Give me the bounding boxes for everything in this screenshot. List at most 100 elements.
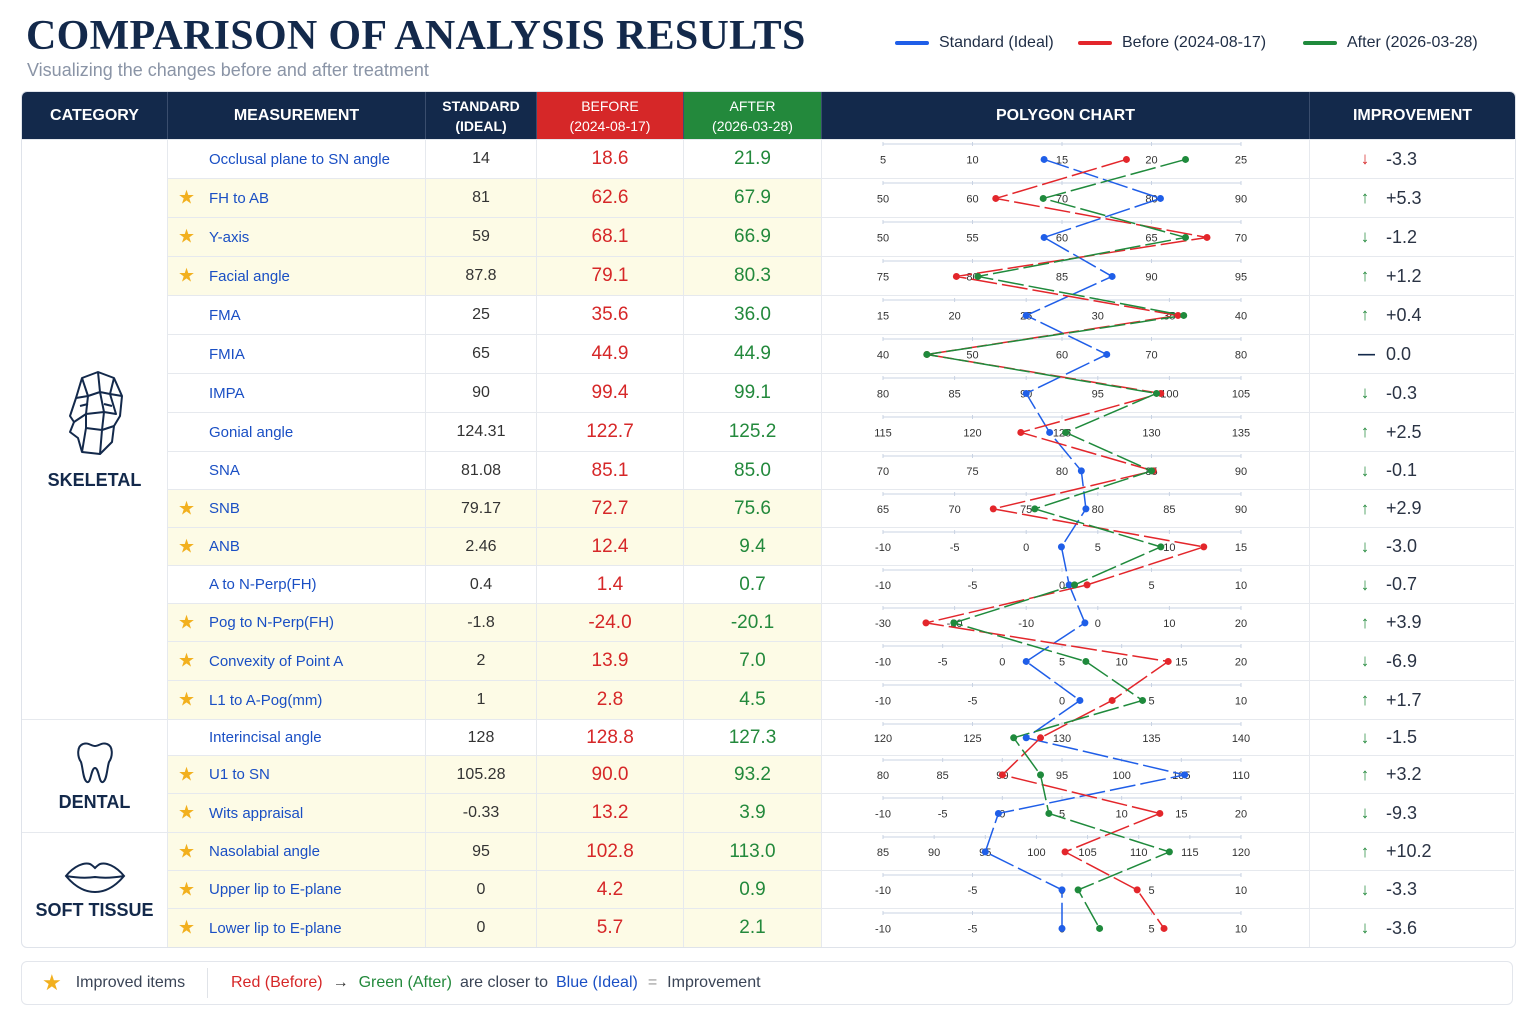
- tick-label: 5: [1148, 695, 1154, 707]
- arrow-down-icon: ↓: [1360, 149, 1370, 168]
- after-value: 3.9: [684, 794, 822, 832]
- legend-before: Before (2024-08-17): [1078, 34, 1266, 52]
- tick-label: 70: [877, 466, 889, 478]
- tick-label: 5: [880, 154, 886, 166]
- before-point: [952, 272, 960, 280]
- table-row: ★ U1 to SN 105.28 90.0 93.2 ↑ +3.2: [168, 755, 1514, 793]
- header-chart: POLYGON CHART: [822, 92, 1310, 139]
- improvement-cell: ↓ -1.2: [1310, 218, 1514, 256]
- before-value: 18.6: [537, 140, 684, 178]
- measurement-cell: IMPA: [168, 374, 426, 412]
- star-icon: ★: [178, 536, 196, 557]
- tick-label: 0: [1095, 618, 1101, 630]
- after-value: 0.9: [684, 871, 822, 908]
- improvement-cell: ↑ +3.9: [1310, 604, 1514, 641]
- standard-value: 14: [426, 140, 537, 178]
- standard-point: [1181, 771, 1189, 779]
- footer-result-label: Improvement: [667, 974, 761, 991]
- measurement-cell: ★ Y-axis: [168, 218, 426, 256]
- arrow-down-icon: ↓: [1360, 879, 1370, 899]
- measurement-name: SNA: [209, 462, 240, 479]
- measurement-cell: ★ Wits appraisal: [168, 794, 426, 832]
- improvement-value: -3.3: [1386, 148, 1418, 169]
- arrow-up-icon: ↑: [1360, 764, 1370, 784]
- before-value: 2.8: [537, 681, 684, 719]
- standard-point: [1046, 428, 1054, 436]
- tick-label: 135: [1232, 427, 1250, 439]
- legend-after-label: After (2026-03-28): [1347, 34, 1478, 51]
- tick-label: 25: [1235, 154, 1247, 166]
- standard-point: [994, 809, 1002, 817]
- improvement-value: +10.2: [1386, 841, 1432, 861]
- before-value: 79.1: [537, 257, 684, 295]
- skull-icon: [68, 371, 123, 455]
- tick-label: 30: [1092, 310, 1104, 322]
- improvement-cell: — 0.0: [1310, 335, 1514, 373]
- table-row: ★ FH to AB 81 62.6 67.9 ↑ +5.3: [168, 178, 1514, 217]
- table-row: Interincisal angle 128 128.8 127.3 ↓ -1.5: [168, 719, 1514, 755]
- measurement-name: Interincisal angle: [209, 729, 322, 746]
- improvement-cell: ↑ +1.7: [1310, 681, 1514, 719]
- after-value: 125.2: [684, 413, 822, 451]
- legend-after-swatch: [1303, 41, 1337, 45]
- tick-label: 90: [1235, 193, 1247, 205]
- measurement-cell: ★ L1 to A-Pog(mm): [168, 681, 426, 719]
- tick-label: 10: [1116, 656, 1128, 668]
- tick-label: -5: [968, 923, 978, 935]
- comparison-table: CATEGORY MEASUREMENT STANDARD (IDEAL) BE…: [21, 91, 1516, 948]
- before-value: 72.7: [537, 490, 684, 527]
- improvement-value: +2.9: [1386, 498, 1422, 518]
- tick-label: 140: [1232, 733, 1250, 745]
- standard-point: [1057, 543, 1065, 551]
- improvement-cell: ↓ -9.3: [1310, 794, 1514, 832]
- standard-value: 0.4: [426, 566, 537, 603]
- standard-point: [1082, 505, 1090, 513]
- standard-point: [1040, 233, 1048, 241]
- after-value: 9.4: [684, 528, 822, 565]
- tick-label: 15: [877, 310, 889, 322]
- tick-label: 75: [966, 466, 978, 478]
- footer-green-label: Green (After): [358, 974, 452, 991]
- standard-value: 59: [426, 218, 537, 256]
- tick-label: 80: [877, 388, 889, 400]
- tick-label: 130: [1142, 427, 1160, 439]
- measurement-cell: A to N-Perp(FH): [168, 566, 426, 603]
- legend-standard-label: Standard (Ideal): [939, 34, 1054, 51]
- measurement-cell: ★ Lower lip to E-plane: [168, 909, 426, 947]
- improvement-cell: ↓ -0.7: [1310, 566, 1514, 603]
- before-value: 102.8: [537, 833, 684, 870]
- tick-label: 5: [1148, 923, 1154, 935]
- tick-label: 90: [1235, 504, 1247, 516]
- tick-label: 40: [877, 349, 889, 361]
- improvement-value: +5.3: [1386, 187, 1422, 208]
- tick-label: 105: [1232, 388, 1250, 400]
- standard-point: [1058, 886, 1066, 894]
- star-icon: ★: [178, 917, 196, 939]
- chart-cell: [822, 218, 1310, 256]
- before-value: 12.4: [537, 528, 684, 565]
- tick-label: 85: [948, 388, 960, 400]
- before-value: 5.7: [537, 909, 684, 947]
- table-row: ★ Nasolabial angle 95 102.8 113.0 ↑ +10.2: [168, 832, 1514, 870]
- header-before-line1: BEFORE: [581, 97, 639, 114]
- arrow-up-icon: ↑: [1360, 841, 1370, 861]
- after-value: 36.0: [684, 296, 822, 334]
- standard-value: 81.08: [426, 452, 537, 489]
- measurement-name: Facial angle: [209, 267, 290, 285]
- improvement-value: -6.9: [1386, 650, 1418, 671]
- footer-middle-text: are closer to: [459, 974, 548, 991]
- tick-label: 100: [1112, 770, 1130, 782]
- measurement-name: Occlusal plane to SN angle: [209, 150, 390, 168]
- tick-label: 5: [1148, 885, 1154, 897]
- measurement-cell: ★ FH to AB: [168, 179, 426, 217]
- improvement-cell: ↑ +0.4: [1310, 296, 1514, 334]
- tick-label: 40: [1235, 310, 1247, 322]
- measurement-cell: Occlusal plane to SN angle: [168, 140, 426, 178]
- after-point: [1139, 696, 1147, 704]
- legend-after: After (2026-03-28): [1303, 34, 1478, 52]
- measurement-name: Pog to N-Perp(FH): [209, 614, 335, 631]
- header-after: AFTER (2026-03-28): [684, 92, 822, 139]
- before-series-line: [925, 158, 1208, 929]
- standard-value: 90: [426, 374, 537, 412]
- tick-label: 50: [877, 232, 889, 244]
